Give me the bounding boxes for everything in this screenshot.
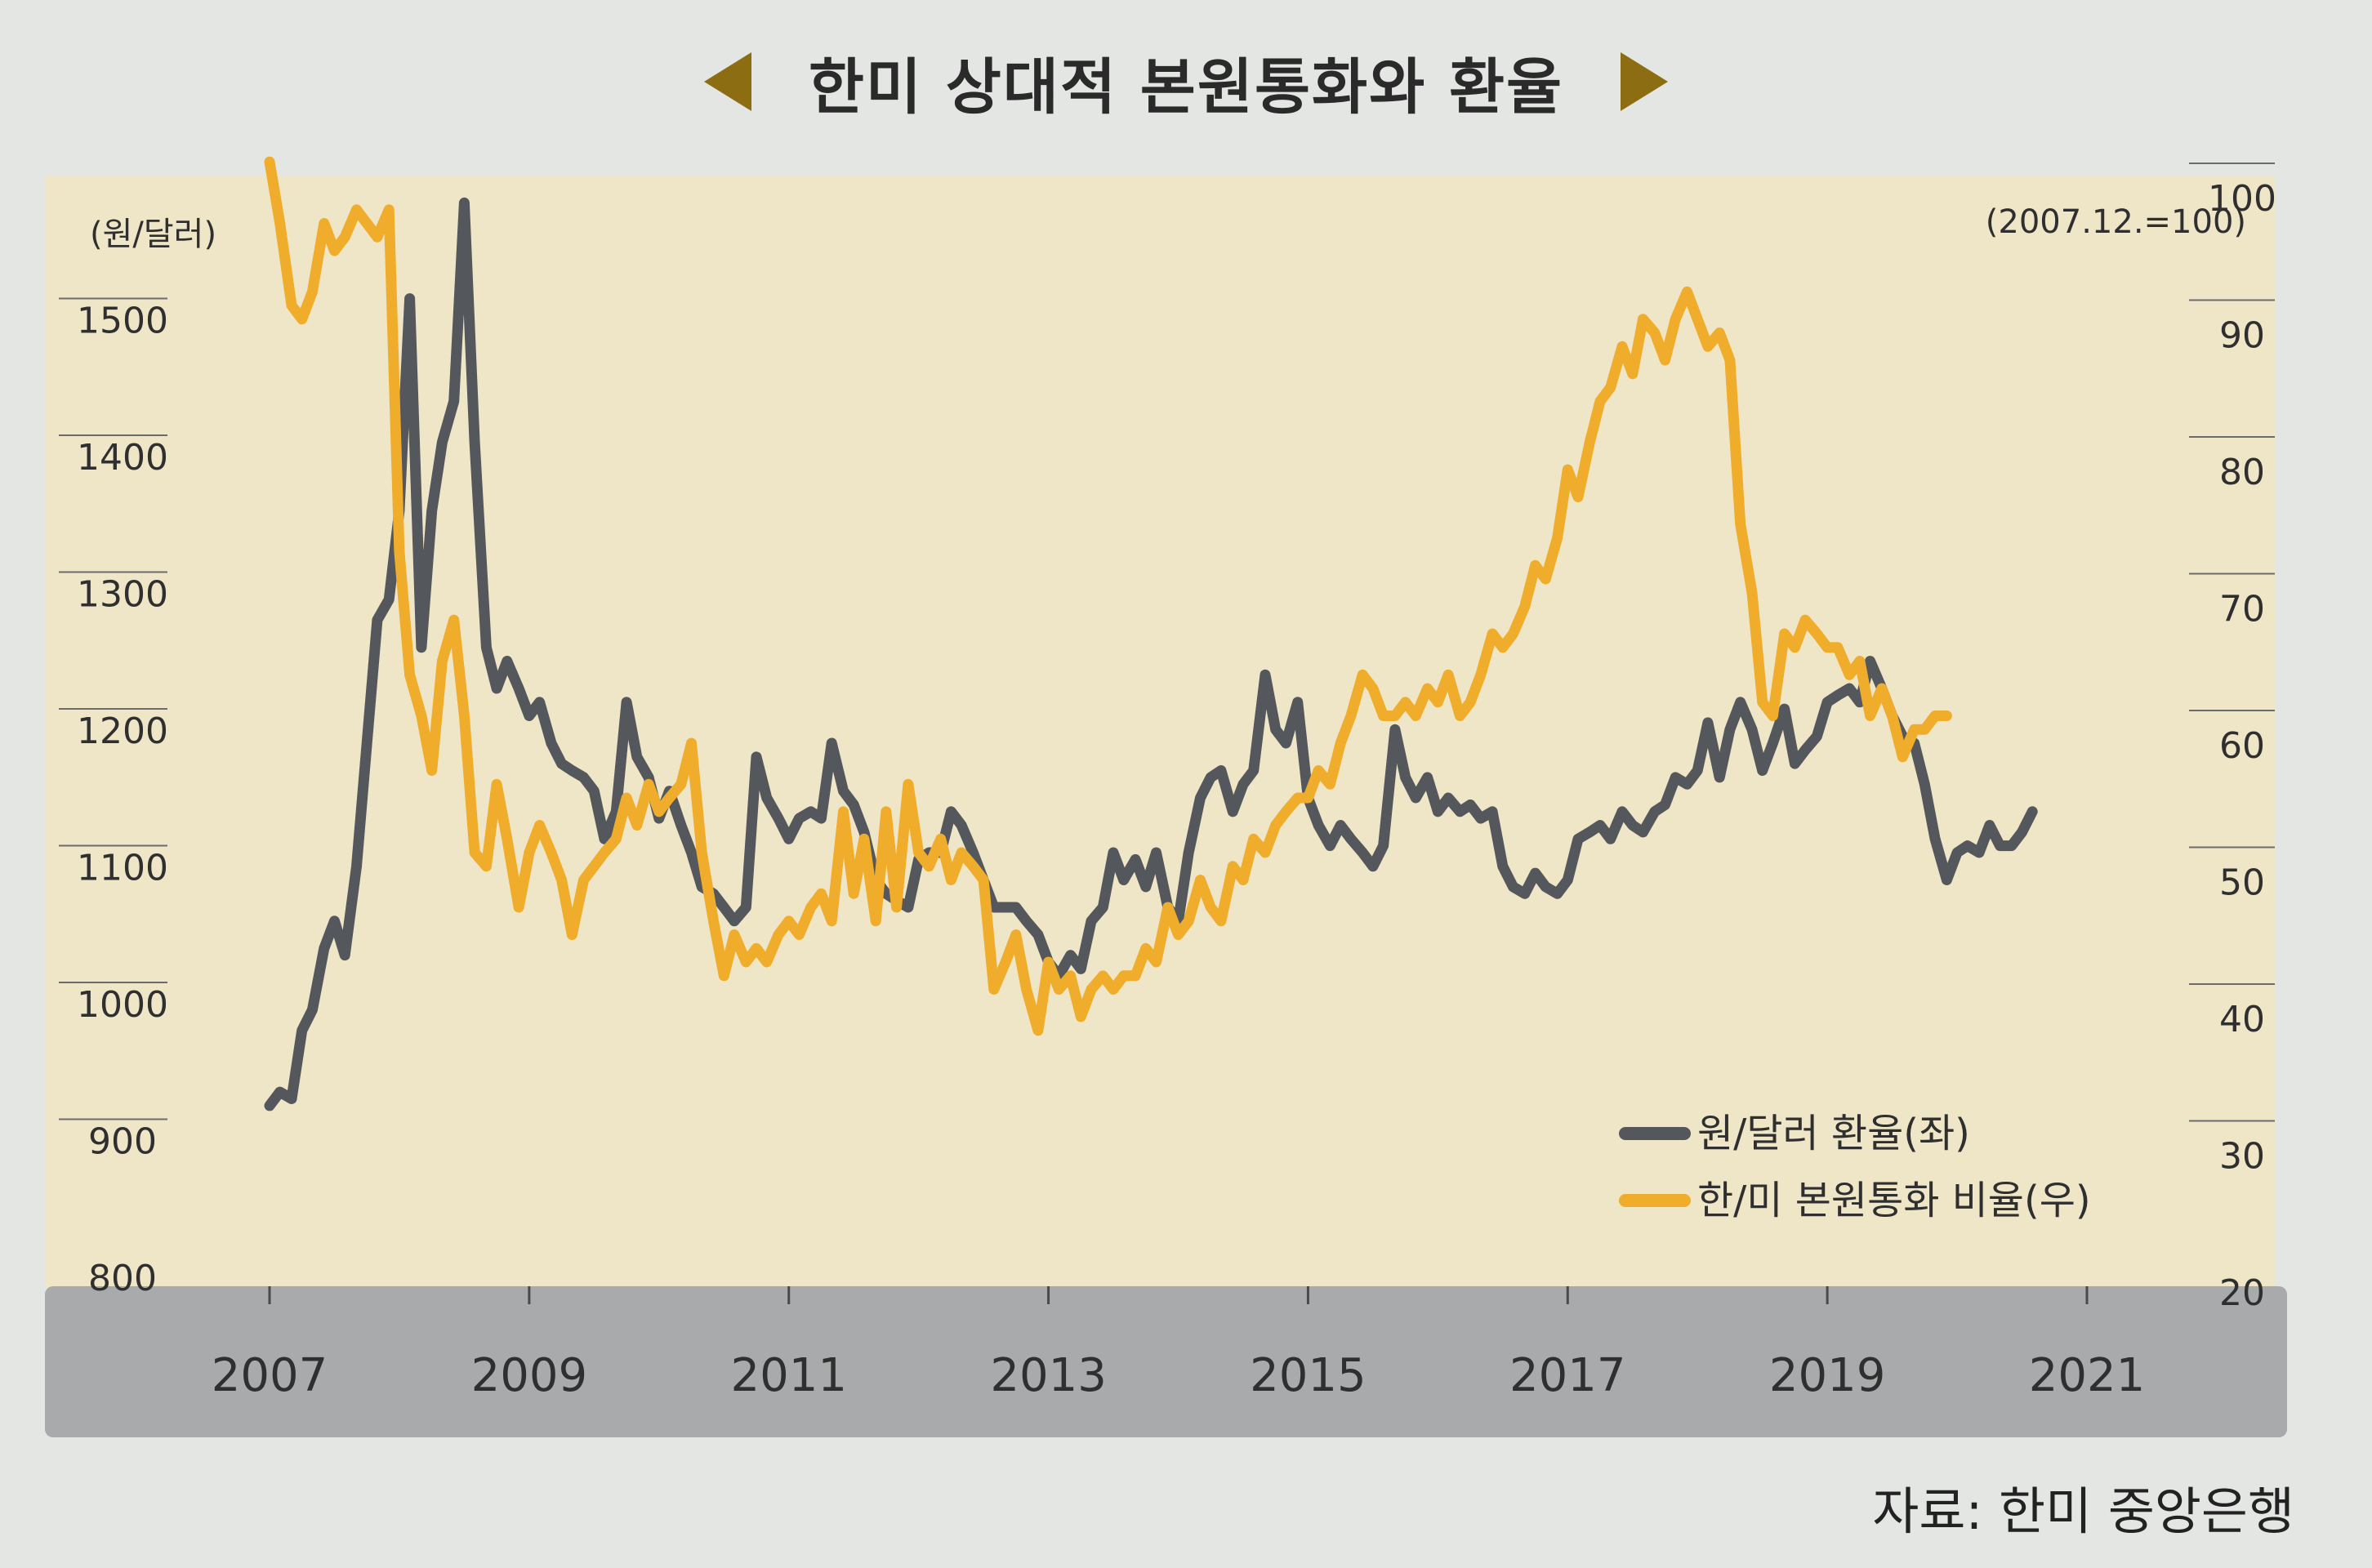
left-tick-label: 1200 [77, 710, 168, 752]
x-axis: 2007 2009 2011 2013 2015 2017 2019 2021 [212, 1286, 2146, 1402]
x-tick-label: 2009 [471, 1349, 588, 1402]
x-tick-label: 2015 [1250, 1349, 1367, 1402]
left-tick-label: 1300 [77, 574, 168, 616]
right-tick-label: 70 [2219, 589, 2265, 630]
right-tick-label: 50 [2219, 862, 2265, 904]
x-tick-label: 2013 [990, 1349, 1107, 1402]
right-axis: 100 90 80 70 60 50 40 30 20 [2189, 163, 2276, 1314]
legend-label-base-money-ratio: 한/미 본원통화 비율(우) [1697, 1178, 2091, 1223]
source-note: 자료: 한미 중앙은행 [1872, 1481, 2294, 1541]
plot-background [45, 176, 2275, 1290]
legend-label-exchange-rate: 원/달러 환율(좌) [1697, 1111, 1970, 1156]
x-tick-label: 2021 [2029, 1349, 2146, 1402]
left-axis-label: (원/달러) [90, 216, 216, 253]
series-line-base-money-ratio [264, 156, 1952, 1036]
x-tick-label: 2011 [730, 1349, 847, 1402]
right-tick-label: 80 [2219, 452, 2265, 493]
left-tick-label: 1400 [77, 437, 168, 479]
next-arrow-icon[interactable] [1621, 52, 1669, 111]
right-axis-label: (2007.12.=100) [1986, 203, 2246, 241]
x-tick-label: 2019 [1769, 1349, 1886, 1402]
x-tick-label: 2017 [1509, 1349, 1626, 1402]
right-tick-label: 20 [2219, 1272, 2265, 1314]
left-tick-label: 1000 [77, 984, 168, 1026]
right-tick-label: 100 [2208, 178, 2276, 220]
series-line-exchange-rate [264, 197, 2038, 1111]
left-tick-label: 900 [88, 1121, 157, 1163]
left-axis: 1500 1400 1300 1200 1100 1000 900 800 [59, 297, 168, 1299]
left-tick-label: 800 [88, 1258, 157, 1299]
x-axis-band [45, 1286, 2287, 1437]
right-tick-label: 40 [2219, 999, 2265, 1040]
x-tick-label: 2007 [212, 1349, 328, 1402]
series-layer [264, 156, 2038, 1111]
legend: 원/달러 환율(좌) 한/미 본원통화 비율(우) [1619, 1111, 2091, 1223]
chart-header: 한미 상대적 본원통화와 환율 [0, 33, 2372, 131]
left-tick-label: 1100 [77, 848, 168, 889]
right-tick-label: 30 [2219, 1136, 2265, 1178]
right-tick-label: 90 [2219, 315, 2265, 357]
chart-title: 한미 상대적 본원통화와 환율 [808, 51, 1564, 122]
right-tick-label: 60 [2219, 725, 2265, 767]
left-tick-label: 1500 [77, 301, 168, 342]
previous-arrow-icon[interactable] [703, 52, 751, 111]
